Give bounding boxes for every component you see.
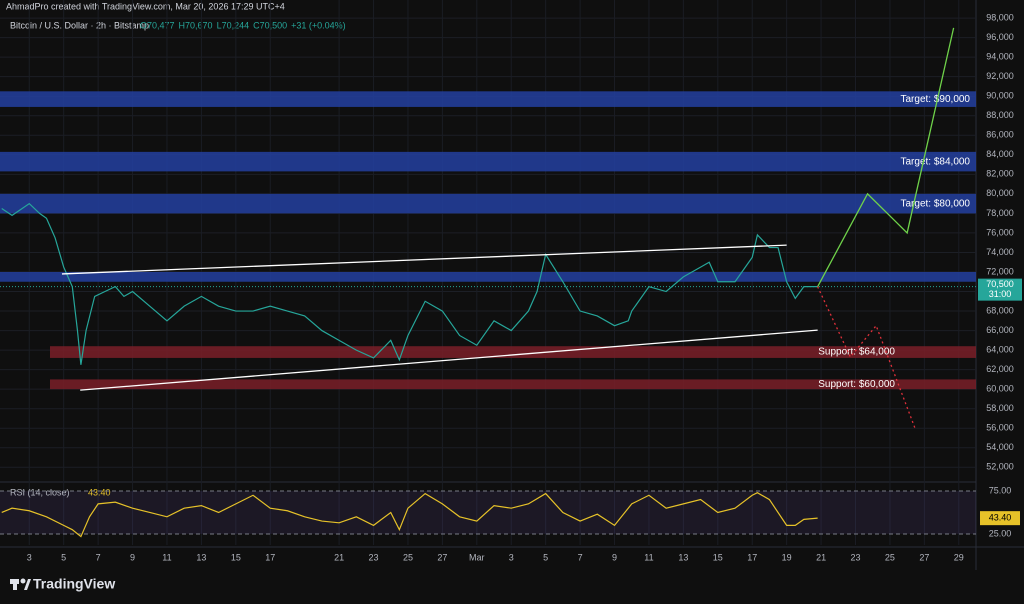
y-tick-label: 98,000 xyxy=(986,12,1014,22)
countdown: 31:00 xyxy=(989,289,1012,299)
y-tick-label: 76,000 xyxy=(986,227,1014,237)
x-tick-label: 15 xyxy=(231,552,241,562)
x-tick-label: 3 xyxy=(509,552,514,562)
drawn-line xyxy=(817,27,955,287)
y-tick-label: 75.00 xyxy=(989,485,1012,495)
y-tick-label: 25.00 xyxy=(989,528,1012,538)
x-tick-label: 21 xyxy=(816,552,826,562)
drawn-line xyxy=(80,329,818,391)
last-price-tag xyxy=(978,278,1022,301)
zone xyxy=(0,271,976,282)
y-tick-label: 60,000 xyxy=(986,384,1014,394)
credit: AhmadPro created with TradingView.com, M… xyxy=(6,1,285,11)
x-tick-label: 27 xyxy=(437,552,447,562)
zone-label: Target: $80,000 xyxy=(901,198,971,209)
x-tick-label: 25 xyxy=(403,552,413,562)
y-tick-label: 86,000 xyxy=(986,130,1014,140)
y-tick-label: 56,000 xyxy=(986,423,1014,433)
y-tick-label: 94,000 xyxy=(986,52,1014,62)
y-tick-label: 68,000 xyxy=(986,305,1014,315)
ohlc-value: +31 (+0.04%) xyxy=(291,20,346,30)
x-tick-label: 11 xyxy=(644,552,653,562)
last-price-label: 70,500 xyxy=(986,279,1014,289)
y-tick-label: 88,000 xyxy=(986,110,1014,120)
price-line xyxy=(1,202,818,365)
x-tick-label: 13 xyxy=(678,552,688,562)
y-tick-label: 52,000 xyxy=(986,462,1014,472)
y-tick-label: 62,000 xyxy=(986,364,1014,374)
y-tick-label: 82,000 xyxy=(986,169,1014,179)
x-tick-label: 9 xyxy=(130,552,135,562)
x-tick-label: 3 xyxy=(27,552,32,562)
zone xyxy=(50,379,976,390)
zone-label: Support: $60,000 xyxy=(818,379,895,390)
zone xyxy=(0,193,976,214)
drawn-line xyxy=(61,244,787,275)
x-tick-label: 5 xyxy=(61,552,66,562)
rsi-title: RSI (14, close) xyxy=(10,487,70,497)
zone xyxy=(0,151,976,172)
logo xyxy=(10,578,31,590)
x-tick-label: Mar xyxy=(469,552,485,562)
x-tick-label: 23 xyxy=(369,552,379,562)
y-tick-label: 80,000 xyxy=(986,188,1014,198)
ohlc-value: O70,477 xyxy=(140,20,175,30)
y-tick-label: 92,000 xyxy=(986,71,1014,81)
y-tick-label: 84,000 xyxy=(986,149,1014,159)
x-tick-label: 25 xyxy=(885,552,895,562)
x-tick-label: 7 xyxy=(96,552,101,562)
y-tick-label: 54,000 xyxy=(986,442,1014,452)
x-tick-label: 19 xyxy=(782,552,792,562)
zone xyxy=(50,346,976,358)
zone-label: Target: $84,000 xyxy=(901,156,971,167)
ohlc-value: H70,670 xyxy=(179,20,213,30)
ohlc-value: L70,244 xyxy=(217,20,250,30)
x-tick-label: 5 xyxy=(543,552,548,562)
x-tick-label: 27 xyxy=(919,552,929,562)
y-tick-label: 74,000 xyxy=(986,247,1014,257)
x-tick-label: 11 xyxy=(162,552,171,562)
y-tick-label: 72,000 xyxy=(986,266,1014,276)
y-tick-label: 58,000 xyxy=(986,403,1014,413)
x-tick-label: 15 xyxy=(713,552,723,562)
zone xyxy=(0,91,976,107)
y-tick-label: 78,000 xyxy=(986,208,1014,218)
x-tick-label: 7 xyxy=(578,552,583,562)
symbol: Bitcoin / U.S. Dollar · 2h · Bitstamp xyxy=(10,20,149,30)
x-tick-label: 21 xyxy=(334,552,344,562)
footer-brand: TradingView xyxy=(33,576,115,592)
x-tick-label: 17 xyxy=(747,552,757,562)
y-tick-label: 96,000 xyxy=(986,32,1014,42)
zone-label: Target: $90,000 xyxy=(901,94,971,105)
price-line xyxy=(1,492,818,538)
zone-label: Support: $64,000 xyxy=(818,347,895,358)
rsi-value: 43.40 xyxy=(88,487,111,497)
rsi-band xyxy=(0,490,976,534)
x-tick-label: 13 xyxy=(196,552,206,562)
x-tick-label: 9 xyxy=(612,552,617,562)
x-tick-label: 23 xyxy=(850,552,860,562)
rsi-last-tag xyxy=(980,511,1020,526)
y-tick-label: 64,000 xyxy=(986,344,1014,354)
y-tick-label: 90,000 xyxy=(986,91,1014,101)
x-tick-label: 17 xyxy=(265,552,275,562)
y-tick-label: 66,000 xyxy=(986,325,1014,335)
rsi-last-label: 43.40 xyxy=(989,513,1012,523)
x-tick-label: 29 xyxy=(954,552,964,562)
